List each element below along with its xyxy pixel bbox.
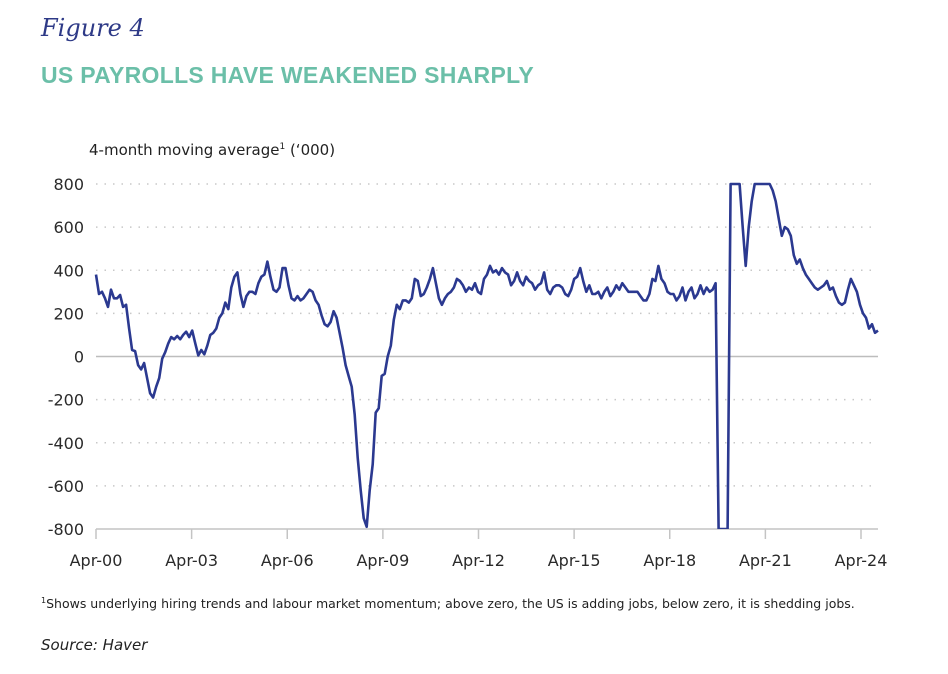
x-tick-label: Apr-03 — [165, 551, 218, 570]
footnote-text: Shows underlying hiring trends and labou… — [46, 596, 855, 612]
x-tick-label: Apr-06 — [261, 551, 314, 570]
y-axis-label-footnote-marker: 1 — [279, 142, 286, 152]
chart-title: US PAYROLLS HAVE WEAKENED SHARPLY — [41, 62, 534, 88]
series-line-payrolls — [94, 182, 879, 529]
footnote-marker: 1 — [41, 596, 47, 605]
x-tick-label: Apr-12 — [452, 551, 505, 570]
footnote: 1Shows underlying hiring trends and labo… — [41, 596, 855, 611]
y-tick-label: 600 — [53, 218, 84, 237]
series-layer — [94, 182, 879, 529]
y-tick-label: -400 — [48, 434, 84, 453]
y-axis-ticks: 800 600 400 200 0 -200 -400 -600 -800 — [48, 175, 84, 539]
y-axis-label-unit: (‘000) — [285, 141, 336, 159]
x-tick-label: Apr-00 — [70, 551, 123, 570]
y-tick-label: -800 — [48, 520, 84, 539]
x-tick-label: Apr-09 — [356, 551, 409, 570]
x-tick-label: Apr-15 — [548, 551, 601, 570]
x-tick-label: Apr-24 — [835, 551, 888, 570]
y-tick-label: 200 — [53, 304, 84, 323]
x-tick-label: Apr-21 — [739, 551, 792, 570]
y-tick-label: 400 — [53, 261, 84, 280]
y-tick-label: 800 — [53, 175, 84, 194]
y-axis-label: 4-month moving average1 (‘000) — [89, 141, 335, 159]
y-axis-label-text: 4-month moving average — [89, 141, 280, 159]
x-tick-label: Apr-18 — [643, 551, 696, 570]
x-axis: Apr-00 Apr-03 Apr-06 Apr-09 Apr-12 Apr-15 Apr-… — [70, 528, 888, 570]
y-tick-label: -200 — [48, 391, 84, 410]
gridlines — [96, 183, 878, 487]
figure-label: Figure 4 — [41, 14, 145, 42]
y-tick-label: -600 — [48, 477, 84, 496]
source-note: Source: Haver — [41, 636, 148, 654]
y-tick-label: 0 — [74, 348, 84, 367]
